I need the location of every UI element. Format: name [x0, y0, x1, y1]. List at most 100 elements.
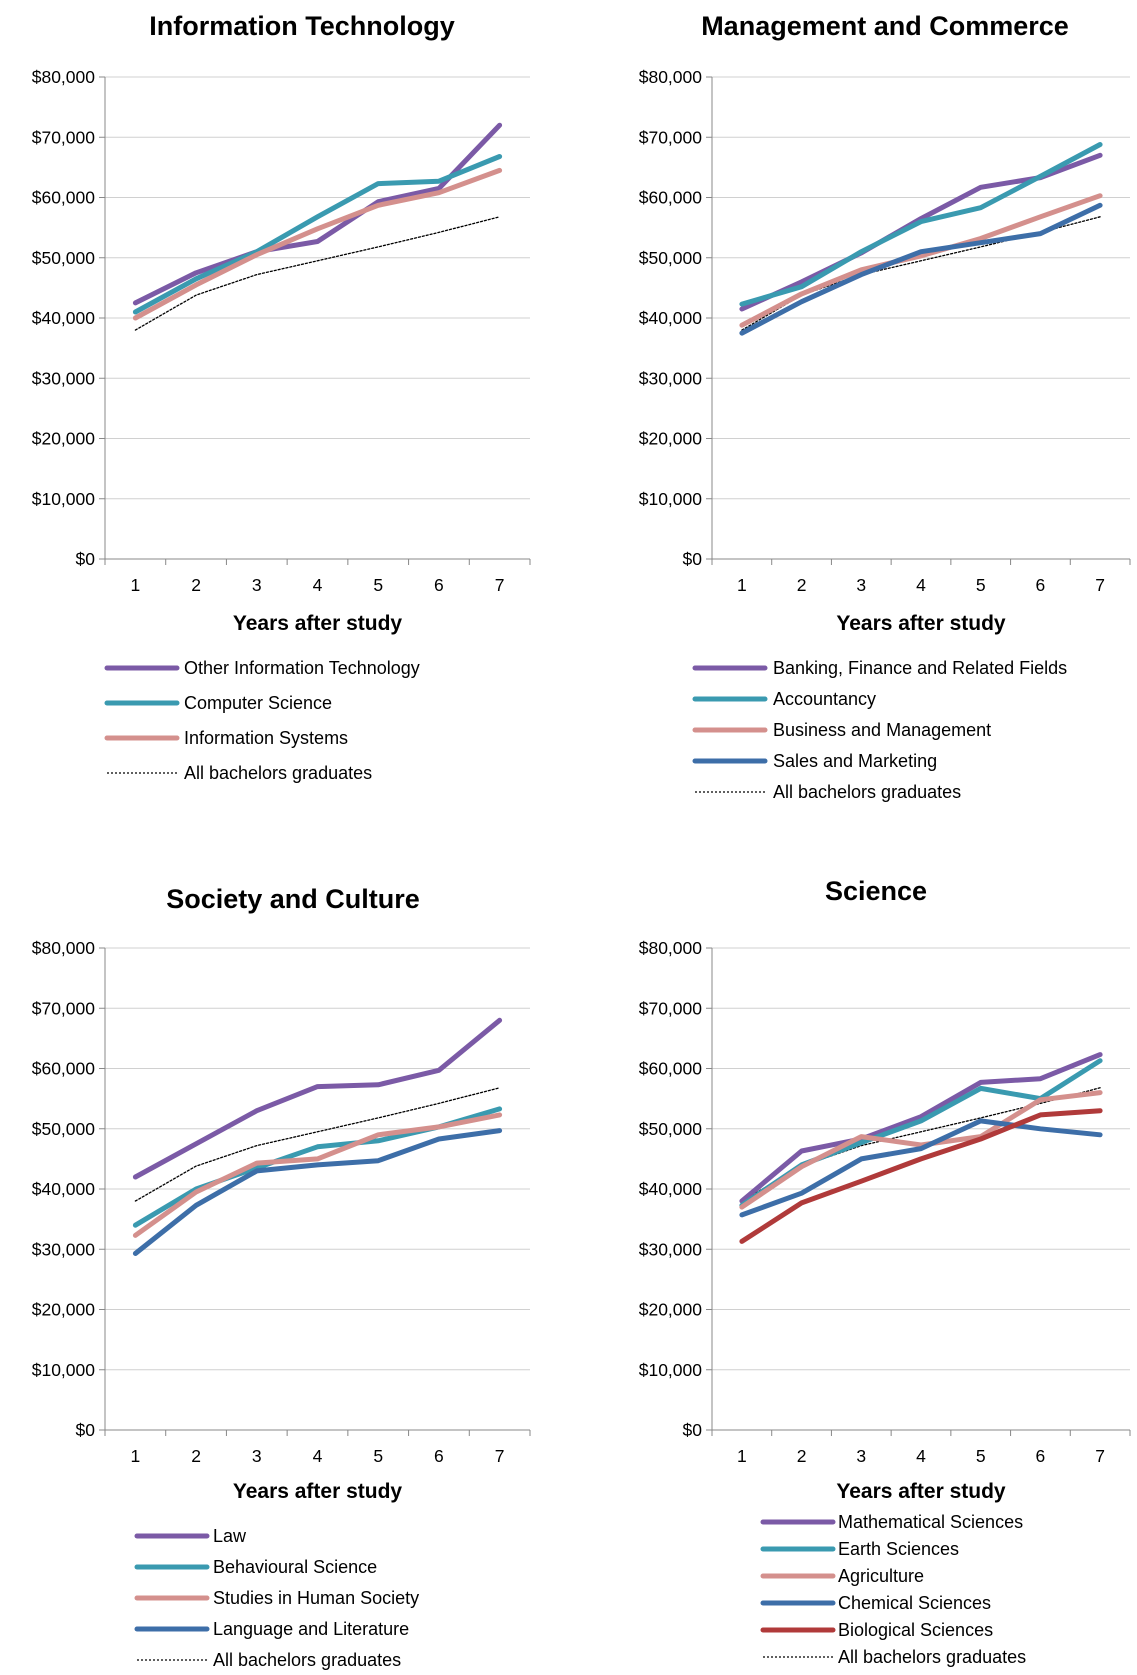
- legend: Mathematical Sciences Earth Sciences Agric…: [760, 1512, 1026, 1667]
- y-tick-label: $70,000: [639, 998, 703, 1018]
- x-tick-label: 7: [1095, 575, 1105, 595]
- x-axis-label: Years after study: [836, 1480, 1006, 1503]
- legend-label: Law: [213, 1526, 247, 1546]
- x-tick-label: 1: [737, 1446, 747, 1466]
- x-tick-label: 5: [976, 575, 986, 595]
- series-line-information-systems: [132, 167, 503, 321]
- series-line-earth-sciences: [739, 1058, 1103, 1208]
- legend: Law Behavioural Science Studies in Human S…: [134, 1526, 419, 1670]
- series-line-business-and-management: [739, 193, 1103, 328]
- y-tick-label: $70,000: [32, 998, 96, 1018]
- series-line-other-information-technology: [132, 122, 503, 306]
- x-tick-label: 1: [737, 575, 747, 595]
- legend-label: All bachelors graduates: [213, 1650, 401, 1670]
- x-tick-label: 4: [916, 1446, 926, 1466]
- x-tick-label: 3: [252, 1446, 262, 1466]
- legend-label: All bachelors graduates: [838, 1647, 1026, 1667]
- y-tick-label: $30,000: [639, 368, 703, 388]
- x-tick-label: 2: [797, 1446, 807, 1466]
- y-tick-label: $0: [683, 549, 703, 569]
- y-tick-label: $0: [683, 1420, 703, 1440]
- series-line-accountancy: [739, 142, 1103, 307]
- series-line-language-and-literature: [132, 1128, 503, 1256]
- y-tick-label: $40,000: [32, 308, 96, 328]
- y-tick-label: $30,000: [32, 1239, 96, 1259]
- chart-title: Management and Commerce: [701, 11, 1069, 41]
- legend-label: Behavioural Science: [213, 1557, 377, 1577]
- x-axis-label: Years after study: [836, 612, 1006, 635]
- y-tick-label: $10,000: [639, 1360, 703, 1380]
- x-tick-label: 3: [856, 575, 866, 595]
- y-tick-label: $40,000: [32, 1179, 96, 1199]
- x-tick-label: 1: [130, 575, 140, 595]
- y-tick-label: $80,000: [32, 938, 96, 958]
- x-tick-label: 7: [495, 575, 505, 595]
- y-tick-label: $80,000: [639, 938, 703, 958]
- chart-title: Society and Culture: [166, 884, 420, 914]
- y-tick-label: $80,000: [639, 67, 703, 87]
- x-tick-label: 5: [976, 1446, 986, 1466]
- y-tick-label: $30,000: [32, 368, 96, 388]
- x-tick-label: 2: [797, 575, 807, 595]
- series-line-chemical-sciences: [739, 1118, 1103, 1218]
- legend-label: Information Systems: [184, 728, 348, 748]
- y-tick-label: $60,000: [32, 188, 96, 208]
- y-tick-label: $10,000: [32, 489, 96, 509]
- legend-label: Studies in Human Society: [213, 1588, 419, 1608]
- x-tick-label: 7: [495, 1446, 505, 1466]
- y-tick-label: $50,000: [32, 1119, 96, 1139]
- x-tick-label: 4: [916, 575, 926, 595]
- y-tick-label: $40,000: [639, 1179, 703, 1199]
- y-tick-label: $60,000: [639, 1059, 703, 1079]
- chart-panel-3: Society and Culture $0 $10,000 $20,000 $30,0…: [32, 884, 531, 1670]
- chart-title: Science: [825, 876, 927, 906]
- x-tick-label: 6: [1036, 575, 1046, 595]
- x-tick-label: 4: [313, 575, 323, 595]
- x-tick-label: 4: [313, 1446, 323, 1466]
- legend-label: Mathematical Sciences: [838, 1512, 1023, 1532]
- x-tick-label: 5: [373, 575, 383, 595]
- legend-label: Earth Sciences: [838, 1539, 959, 1559]
- x-tick-label: 1: [130, 1446, 140, 1466]
- x-tick-label: 2: [191, 575, 201, 595]
- y-tick-label: $20,000: [32, 429, 96, 449]
- legend-label: Agriculture: [838, 1566, 924, 1586]
- x-tick-label: 6: [434, 1446, 444, 1466]
- chart-panel-1: Information Technology $0 $10,000 $20,000 $3…: [32, 11, 531, 783]
- chart-title: Information Technology: [149, 11, 455, 41]
- series-line-sales-and-marketing: [739, 202, 1103, 336]
- x-tick-label: 3: [252, 575, 262, 595]
- series-line-all-bachelors-graduates: [134, 216, 501, 331]
- series-line-all-bachelors-graduates: [134, 1087, 501, 1202]
- x-axis-label: Years after study: [233, 1480, 403, 1503]
- y-tick-label: $60,000: [32, 1059, 96, 1079]
- legend-label: Banking, Finance and Related Fields: [773, 658, 1067, 678]
- x-tick-label: 6: [434, 575, 444, 595]
- y-tick-label: $70,000: [639, 127, 703, 147]
- y-tick-label: $10,000: [639, 489, 703, 509]
- y-tick-label: $10,000: [32, 1360, 96, 1380]
- y-tick-label: $60,000: [639, 188, 703, 208]
- chart-panel-2: Management and Commerce $0 $10,000 $20,000 $…: [639, 11, 1131, 802]
- legend: Banking, Finance and Related Fields Accou…: [692, 658, 1067, 802]
- y-tick-label: $20,000: [32, 1300, 96, 1320]
- y-tick-label: $20,000: [639, 1300, 703, 1320]
- y-tick-label: $0: [76, 549, 96, 569]
- legend-label: All bachelors graduates: [184, 763, 372, 783]
- y-tick-label: $0: [76, 1420, 96, 1440]
- x-tick-label: 7: [1095, 1446, 1105, 1466]
- legend-label: All bachelors graduates: [773, 782, 961, 802]
- y-tick-label: $50,000: [32, 248, 96, 268]
- series-line-biological-sciences: [739, 1108, 1103, 1244]
- chart-panel-4: Science $0 $10,000 $20,000 $30,000 $40,000 $50…: [639, 876, 1131, 1667]
- legend-label: Other Information Technology: [184, 658, 420, 678]
- x-tick-label: 6: [1036, 1446, 1046, 1466]
- series-line-studies-in-human-society: [132, 1112, 503, 1238]
- x-axis-label: Years after study: [233, 612, 403, 635]
- x-tick-label: 3: [856, 1446, 866, 1466]
- x-tick-label: 2: [191, 1446, 201, 1466]
- y-tick-label: $40,000: [639, 308, 703, 328]
- series-line-all-bachelors-graduates: [741, 216, 1101, 331]
- y-tick-label: $70,000: [32, 127, 96, 147]
